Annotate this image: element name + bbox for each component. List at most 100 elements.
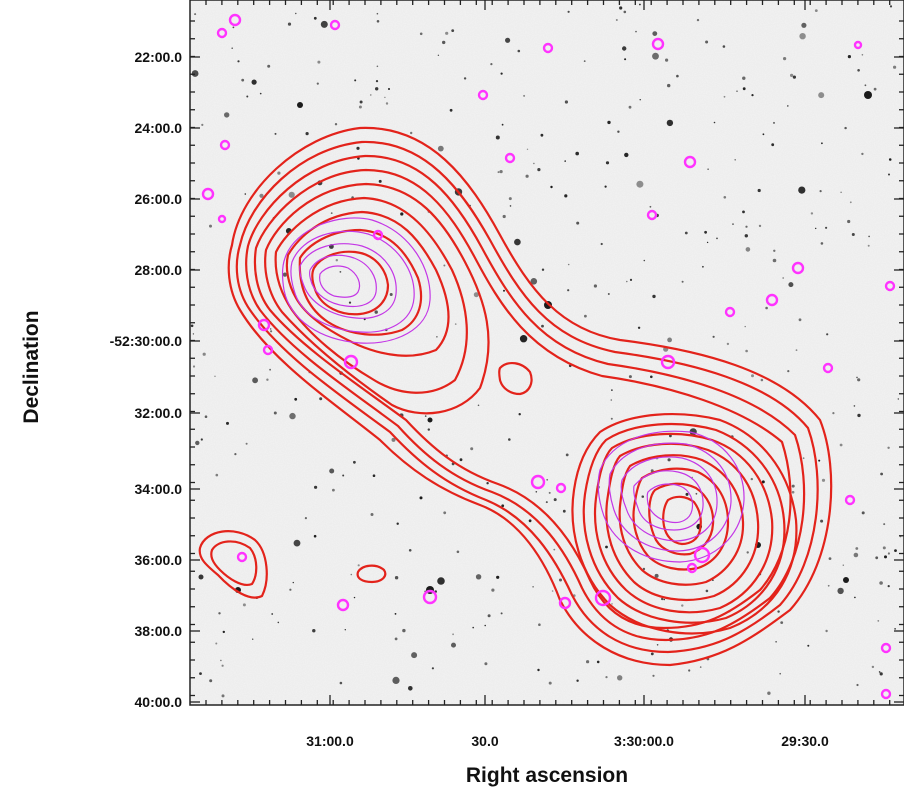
galaxy-dot	[773, 249, 776, 252]
bright-star	[843, 577, 849, 583]
galaxy-dot	[815, 227, 817, 230]
galaxy-dot	[357, 564, 360, 567]
galaxy-dot	[241, 78, 245, 82]
x-tick-label: 31:00.0	[306, 733, 354, 749]
galaxy-dot	[348, 301, 352, 304]
y-tick-label: -52:30:00.0	[110, 333, 183, 349]
galaxy-dot	[857, 69, 860, 72]
galaxy-dot	[864, 84, 867, 87]
galaxy-dot	[798, 318, 802, 322]
x-tick-label: 3:30:00.0	[614, 733, 674, 749]
galaxy-dot	[649, 205, 652, 208]
xray-point-source	[791, 261, 805, 275]
xray-point-source	[542, 42, 554, 54]
galaxy-dot	[712, 335, 715, 338]
galaxy-dot	[744, 234, 748, 238]
galaxy-dot	[237, 60, 240, 63]
galaxy-dot	[375, 87, 379, 91]
galaxy-dot	[879, 581, 883, 585]
galaxy-dot	[437, 54, 440, 56]
galaxy-dot	[820, 242, 824, 245]
galaxy-dot	[893, 65, 897, 69]
galaxy-dot	[319, 397, 323, 401]
galaxy-dot	[861, 54, 864, 56]
galaxy-dot	[201, 123, 204, 126]
galaxy-dot	[562, 509, 566, 513]
galaxy-dot	[354, 79, 357, 82]
xray-point-source	[686, 562, 698, 574]
galaxy-dot	[853, 405, 856, 407]
y-tick-label: 24:00.0	[135, 120, 183, 136]
galaxy-dot	[584, 314, 587, 318]
galaxy-dot	[402, 628, 406, 633]
galaxy-dot	[317, 60, 321, 64]
galaxy-dot	[605, 161, 610, 165]
galaxy-dot	[376, 65, 379, 68]
galaxy-dot	[704, 230, 707, 234]
galaxy-dot	[443, 264, 446, 267]
galaxy-dot	[195, 440, 200, 446]
galaxy-dot	[251, 79, 257, 85]
galaxy-dot	[855, 547, 859, 550]
galaxy-dot	[783, 57, 787, 61]
galaxy-dot	[452, 633, 454, 636]
galaxy-dot	[628, 105, 632, 109]
galaxy-dot	[758, 224, 762, 228]
galaxy-dot	[856, 376, 858, 379]
galaxy-dot	[269, 368, 271, 371]
galaxy-dot	[538, 623, 541, 626]
galaxy-dot	[605, 676, 608, 679]
galaxy-dot	[344, 629, 346, 631]
galaxy-dot	[259, 92, 262, 95]
bright-star	[427, 417, 433, 423]
galaxy-dot	[878, 671, 881, 673]
y-tick-label: 40:00.0	[135, 694, 183, 710]
galaxy-dot	[798, 186, 806, 194]
galaxy-dot	[593, 284, 598, 288]
galaxy-dot	[495, 135, 500, 140]
y-tick-label: 28:00.0	[135, 262, 183, 278]
galaxy-dot	[445, 31, 449, 35]
galaxy-dot	[410, 131, 413, 135]
galaxy-dot	[289, 588, 292, 591]
galaxy-dot	[540, 133, 544, 137]
galaxy-dot	[525, 174, 529, 178]
galaxy-dot	[356, 146, 360, 150]
galaxy-dot	[370, 513, 374, 516]
galaxy-dot	[518, 413, 521, 416]
galaxy-dot	[519, 335, 528, 343]
galaxy-dot	[575, 151, 579, 156]
galaxy-dot	[559, 578, 562, 582]
xray-point-source	[880, 688, 892, 700]
y-axis-title: Declination	[20, 310, 43, 423]
galaxy-dot	[667, 83, 671, 88]
galaxy-dot	[314, 485, 318, 489]
galaxy-dot	[501, 504, 505, 508]
galaxy-dot	[231, 47, 233, 49]
xray-point-source	[530, 474, 546, 490]
galaxy-dot	[726, 342, 730, 346]
galaxy-dot	[477, 404, 480, 407]
galaxy-dot	[224, 112, 230, 118]
galaxy-dot	[491, 588, 495, 592]
galaxy-dot	[548, 491, 551, 494]
xray-point-source	[236, 551, 248, 563]
galaxy-dot	[270, 328, 272, 330]
galaxy-dot	[867, 244, 870, 247]
galaxy-dot	[313, 534, 317, 538]
galaxy-dot	[767, 691, 771, 695]
galaxy-dot	[669, 434, 672, 438]
galaxy-dot	[451, 29, 455, 32]
xray-point-source	[555, 482, 567, 494]
galaxy-dot	[643, 259, 646, 262]
galaxy-dot	[842, 564, 844, 566]
radio-contours	[198, 126, 833, 667]
galaxy-dot	[762, 133, 765, 136]
galaxy-dot	[853, 552, 859, 558]
galaxy-dot	[702, 265, 704, 268]
xray-point-source	[646, 209, 658, 221]
galaxy-dot	[818, 459, 821, 462]
xray-point-source	[262, 344, 274, 356]
galaxy-dot	[541, 268, 545, 271]
galaxy-dot	[888, 158, 892, 161]
